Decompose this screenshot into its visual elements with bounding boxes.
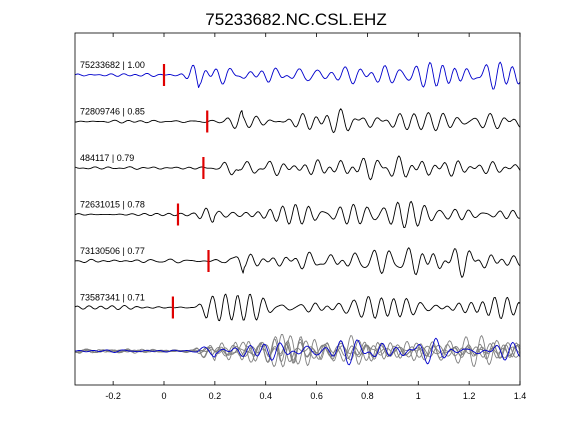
trace-waveform <box>74 293 521 322</box>
x-tick-label: 1.4 <box>514 391 527 401</box>
overlay-reference-waveform <box>74 337 521 366</box>
x-tick-label: 1.2 <box>463 391 476 401</box>
x-axis-ticks: -0.2 0 0.2 0.4 0.6 0.8 1 1.2 1.4 <box>105 33 526 401</box>
trace-waveform <box>74 61 521 90</box>
trace-label: 484117 | 0.79 <box>80 153 134 163</box>
trace-label: 73587341 | 0.71 <box>80 293 145 303</box>
x-tick-label: -0.2 <box>105 391 121 401</box>
x-tick-label: 1 <box>416 391 421 401</box>
trace-label: 75233682 | 1.00 <box>80 60 145 70</box>
trace-waveform <box>74 200 521 228</box>
axes-box <box>74 32 521 386</box>
picks-layer <box>162 64 210 319</box>
trace-label: 73130506 | 0.77 <box>80 246 145 256</box>
x-tick-label: 0.6 <box>310 391 323 401</box>
traces-layer <box>74 61 521 368</box>
chart-title: 75233682.NC.CSL.EHZ <box>205 10 386 29</box>
x-tick-label: 0.2 <box>209 391 222 401</box>
x-tick-label: 0.4 <box>259 391 272 401</box>
trace-labels-layer: 75233682 | 1.00 72809746 | 0.85 484117 | 0… <box>80 60 145 303</box>
trace-label: 72631015 | 0.78 <box>80 200 145 210</box>
x-tick-label: 0.8 <box>361 391 374 401</box>
trace-label: 72809746 | 0.85 <box>80 107 145 117</box>
trace-waveform <box>74 155 521 181</box>
trace-waveform <box>75 108 521 134</box>
x-tick-label: 0 <box>161 391 166 401</box>
trace-waveform <box>74 247 521 278</box>
